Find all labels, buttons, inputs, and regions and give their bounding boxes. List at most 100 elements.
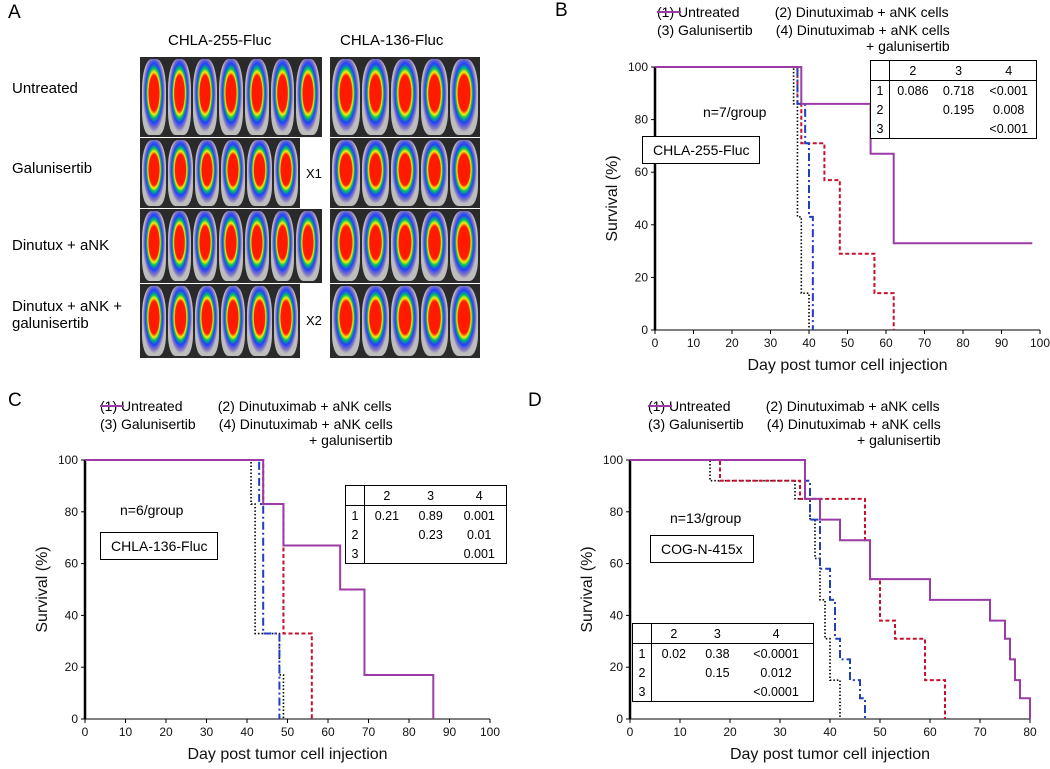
scale-mark: X2 bbox=[306, 313, 322, 328]
legend-label: (2) Dinutuximab + aNK cells bbox=[774, 4, 949, 20]
table: 2 3 4 1 0.086 0.718 <0.001 2 0.195 0.008 3 <0.001 bbox=[871, 61, 1036, 138]
y-tick-label: 20 bbox=[610, 660, 624, 674]
row-label: Dinutux + aNK bbox=[12, 237, 110, 254]
p-value bbox=[652, 682, 696, 701]
p-value bbox=[652, 663, 696, 682]
survival-curve bbox=[655, 66, 810, 330]
p-value-table: 2 3 4 1 0.086 0.718 <0.001 2 0.195 0.008 3 <0.001 bbox=[870, 60, 1037, 139]
chart: 0 10 20 30 40 50 60 70 80 90 100 0 20 40 60 80 100 Day po… bbox=[535, 0, 1050, 385]
y-tick-label: 40 bbox=[65, 608, 79, 622]
mouse-image bbox=[140, 209, 322, 283]
p-value: 0.195 bbox=[942, 102, 975, 117]
row-header: 1 bbox=[633, 643, 652, 663]
panel-a: A CHLA-255-Fluc CHLA-136-Fluc Untreated … bbox=[0, 0, 500, 380]
y-tick-label: 80 bbox=[610, 505, 624, 519]
x-tick-label: 90 bbox=[443, 725, 457, 739]
legend-label: (4) Dinutuximab + aNK cells + galunisert… bbox=[218, 416, 393, 448]
survival-curve bbox=[85, 459, 285, 719]
row-label: Galunisertib bbox=[12, 160, 93, 177]
mouse-image bbox=[330, 284, 480, 358]
x-tick-label: 40 bbox=[802, 336, 816, 350]
column-header: 3 bbox=[935, 61, 982, 81]
row-label: Untreated bbox=[12, 80, 78, 97]
legend-label: (1) Untreated bbox=[657, 4, 740, 20]
row-header: 2 bbox=[871, 100, 890, 119]
legend-label: (2) Dinutuximab + aNK cells bbox=[765, 398, 940, 414]
x-tick-label: 40 bbox=[823, 725, 837, 739]
x-tick-label: 70 bbox=[918, 336, 932, 350]
p-value: <0.0001 bbox=[753, 646, 799, 661]
table-row: 2 0.195 0.008 bbox=[871, 100, 1036, 119]
plot: 0 10 20 30 40 50 60 70 80 90 100 0 20 40 60 80 100 Day po… bbox=[604, 60, 1050, 374]
p-value: 0.01 bbox=[467, 527, 492, 542]
column-label: CHLA-136-Fluc bbox=[340, 32, 444, 49]
x-tick-label: 50 bbox=[873, 725, 887, 739]
x-tick-label: 10 bbox=[119, 725, 133, 739]
row-header: 2 bbox=[633, 663, 652, 682]
legend-label: (3) Galunisertib bbox=[648, 416, 744, 432]
x-tick-label: 30 bbox=[200, 725, 214, 739]
row-header: 1 bbox=[871, 80, 890, 100]
survival-curve bbox=[630, 459, 1031, 719]
mouse-image bbox=[330, 209, 480, 283]
panel-letter: D bbox=[528, 390, 542, 411]
legend-swatch bbox=[648, 405, 672, 407]
legend-item: (4) Dinutuximab + aNK cells + galunisert… bbox=[100, 405, 393, 448]
corner-cell bbox=[346, 486, 365, 506]
mouse-image bbox=[330, 138, 480, 208]
y-axis-label: Survival (%) bbox=[34, 546, 51, 632]
legend-item: (2) Dinutuximab + aNK cells bbox=[657, 4, 950, 20]
p-value: 0.21 bbox=[374, 508, 400, 523]
x-tick-label: 20 bbox=[159, 725, 173, 739]
panel-letter: C bbox=[8, 390, 22, 411]
x-tick-label: 70 bbox=[973, 725, 987, 739]
p-value: 0.02 bbox=[661, 646, 686, 661]
p-value bbox=[936, 119, 982, 138]
group-size-note: n=6/group bbox=[120, 502, 184, 518]
scale-mark: X1 bbox=[306, 166, 322, 181]
table-row: 1 0.02 0.38 <0.0001 bbox=[633, 643, 813, 663]
plot: 0 10 20 30 40 50 60 70 80 0 20 40 60 80 100 Day post tu… bbox=[579, 453, 1037, 763]
x-tick-label: 100 bbox=[1030, 336, 1050, 350]
row-header: 2 bbox=[346, 525, 365, 544]
y-tick-label: 0 bbox=[71, 712, 78, 726]
x-tick-label: 10 bbox=[687, 336, 701, 350]
corner-cell bbox=[871, 61, 890, 81]
y-tick-label: 100 bbox=[628, 60, 648, 74]
table-row: 3 0.001 bbox=[346, 544, 506, 563]
row-label: Dinutux + aNK + galunisertib bbox=[12, 298, 123, 332]
legend-item: (2) Dinutuximab + aNK cells bbox=[648, 398, 941, 414]
y-tick-label: 40 bbox=[610, 608, 624, 622]
survival-curve bbox=[655, 66, 814, 330]
survival-curve bbox=[630, 459, 866, 719]
mouse-image bbox=[330, 57, 480, 137]
mouse-image bbox=[140, 57, 322, 137]
table-row: 3 <0.001 bbox=[871, 119, 1036, 138]
survival-curve bbox=[85, 459, 281, 719]
x-axis-label: Day post tumor cell injection bbox=[187, 746, 387, 763]
table-row: 1 0.21 0.89 0.001 bbox=[346, 505, 506, 525]
y-tick-label: 100 bbox=[603, 453, 623, 467]
column-header: 2 bbox=[364, 486, 409, 506]
legend: (1) Untreated (2) Dinutuximab + aNK cells… bbox=[100, 398, 393, 448]
table: 2 3 4 1 0.21 0.89 0.001 2 0.23 0.01 3 0.001 bbox=[346, 486, 506, 563]
y-axis-label: Survival (%) bbox=[604, 155, 621, 241]
legend-swatch bbox=[100, 405, 124, 407]
y-tick-label: 0 bbox=[616, 712, 623, 726]
legend-label: (2) Dinutuximab + aNK cells bbox=[217, 398, 392, 414]
mouse-image bbox=[140, 284, 300, 358]
y-tick-label: 40 bbox=[635, 218, 649, 232]
survival-curve bbox=[655, 66, 895, 330]
panel-letter: B bbox=[555, 0, 568, 21]
legend-item: (3) Galunisertib bbox=[648, 405, 744, 448]
panel-letter: A bbox=[8, 2, 21, 23]
p-value: 0.086 bbox=[897, 83, 929, 98]
column-header: 3 bbox=[695, 624, 740, 644]
legend-label: (1) Untreated bbox=[648, 398, 731, 414]
p-value: 0.38 bbox=[705, 646, 730, 661]
legend-swatch bbox=[657, 11, 681, 13]
survival-curve bbox=[85, 459, 313, 719]
chart: 0 10 20 30 40 50 60 70 80 0 20 40 60 80 100 Day post tu… bbox=[520, 390, 1050, 769]
